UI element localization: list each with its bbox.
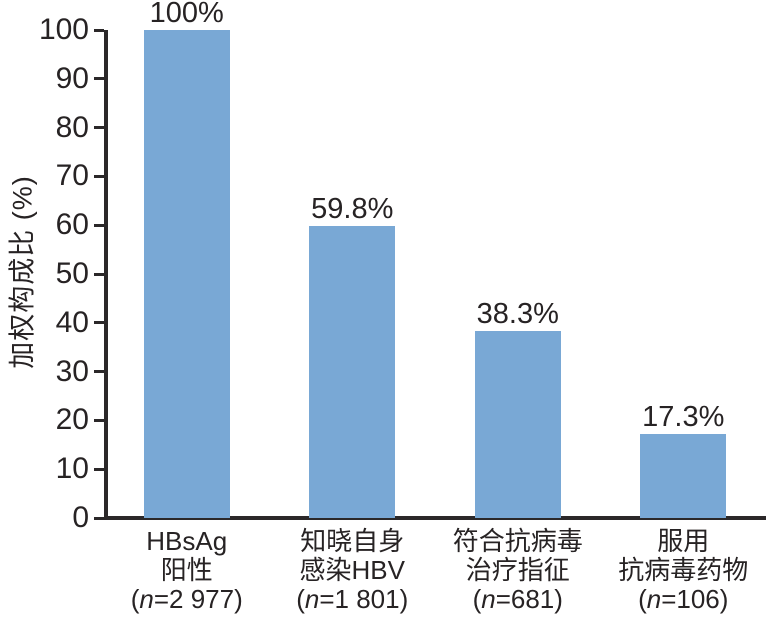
- category-line: 服用: [657, 526, 710, 556]
- bar-value-label: 38.3%: [476, 298, 559, 331]
- bar: [640, 433, 727, 518]
- category-n-count: (n=2 977): [130, 584, 243, 614]
- y-axis-line: [104, 30, 108, 518]
- y-tick-label: 100: [38, 13, 89, 46]
- y-tick-label: 60: [55, 208, 89, 242]
- y-tick-mark: [94, 370, 104, 374]
- y-axis-title: 加权构成比 (%): [7, 175, 38, 369]
- bar-value-label: 17.3%: [642, 400, 725, 433]
- y-tick-mark: [94, 516, 104, 520]
- bar: [143, 30, 230, 518]
- category-line: HBsAg: [146, 526, 228, 556]
- bar: [474, 331, 561, 518]
- category-n-count: (n=1 801): [296, 584, 409, 614]
- y-tick-mark: [94, 174, 104, 178]
- y-tick-mark: [94, 321, 104, 325]
- y-tick-label: 30: [55, 354, 89, 388]
- y-tick-label: 0: [72, 501, 89, 534]
- y-tick-label: 20: [55, 403, 89, 437]
- y-tick-mark: [94, 223, 104, 227]
- y-tick-mark: [94, 126, 104, 130]
- category-n-count: (n=681): [472, 584, 563, 614]
- category-label: 服用 抗病毒药物 (n=106): [601, 527, 767, 614]
- y-tick-label: 10: [55, 452, 89, 486]
- x-axis-line: [104, 516, 766, 520]
- category-line: 阳性: [160, 555, 213, 585]
- category-line: 符合抗病毒: [452, 526, 583, 556]
- y-tick-mark: [94, 418, 104, 422]
- bar: [309, 226, 396, 518]
- plot-area: 0 10 20 30 40 50 60 70 80 90 100 100% HBsAg 阳性 (n=2 97…: [39, 0, 766, 614]
- y-tick-label: 70: [55, 159, 89, 193]
- category-label: HBsAg 阳性 (n=2 977): [104, 527, 270, 614]
- category-n-count: (n=106): [638, 584, 729, 614]
- y-tick-label: 80: [55, 110, 89, 144]
- category-label: 知晓自身 感染HBV (n=1 801): [270, 527, 436, 614]
- category-line: 感染HBV: [299, 555, 405, 585]
- category-label: 符合抗病毒 治疗指征 (n=681): [435, 527, 601, 614]
- y-tick-mark: [94, 28, 104, 32]
- bar-value-label: 100%: [149, 0, 224, 29]
- bar-value-label: 59.8%: [311, 193, 394, 226]
- y-tick-mark: [94, 272, 104, 276]
- category-line: 抗病毒药物: [618, 555, 749, 585]
- y-tick-label: 90: [55, 61, 89, 95]
- y-tick-label: 50: [55, 257, 89, 290]
- y-tick-mark: [94, 77, 104, 81]
- y-tick-label: 40: [55, 305, 89, 339]
- y-tick-mark: [94, 467, 104, 471]
- category-line: 知晓自身: [300, 526, 405, 556]
- category-line: 治疗指征: [465, 555, 570, 585]
